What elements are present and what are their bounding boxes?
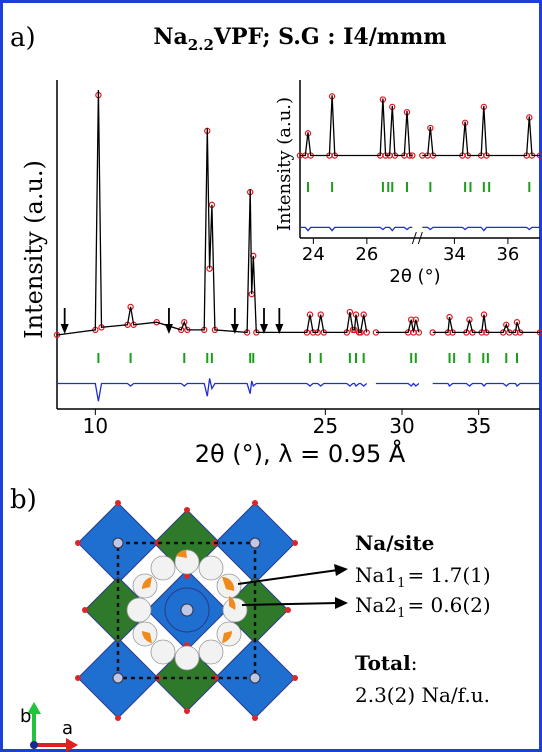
- total-label: Total:: [355, 651, 417, 675]
- x-axis-label: 2θ (°), λ = 0.95 Å: [195, 439, 406, 468]
- chart-title: Na2.2VPF; S.G : I4/mmm: [153, 24, 446, 54]
- inset-plot: 24 26 34 36 2θ (°) Intensity (a.u.): [274, 80, 542, 287]
- x-tick-label: 10: [83, 414, 108, 438]
- x-tick-label: 34: [443, 244, 466, 265]
- pattern-line: [300, 226, 540, 232]
- x-tick-label: 30: [389, 414, 414, 438]
- main-plot: 10 25 30 35 2θ (°), λ = 0.95 Å Intensity (a.u…: [20, 80, 542, 468]
- y-axis-label: Intensity (a.u.): [274, 97, 295, 231]
- site-occupancy: = 0.6(2): [407, 593, 490, 617]
- observed-point: [503, 321, 510, 328]
- impurity-arrowhead: [230, 324, 239, 334]
- impurity-arrowhead: [260, 324, 268, 334]
- site-line: Na11 = 1.7(1): [355, 563, 491, 591]
- y-axis-label: Intensity (a.u.): [20, 160, 48, 339]
- x-tick-label: 36: [496, 244, 519, 265]
- x-tick-label: 25: [313, 414, 338, 438]
- axis-label: b: [20, 706, 31, 727]
- total-colon: :: [411, 651, 418, 675]
- site-line: Na21 = 0.6(2): [355, 593, 491, 621]
- x-tick-label: 26: [355, 244, 378, 265]
- pattern-line: [300, 95, 540, 157]
- title-part: VPF; S.G : I4/mmm: [213, 24, 447, 50]
- site-subscript: 1: [397, 576, 405, 591]
- observed-point: [181, 319, 188, 326]
- panel-label: a): [10, 23, 36, 53]
- heading: Na/site: [355, 531, 434, 555]
- impurity-arrowhead: [164, 324, 173, 334]
- x-tick-label: 35: [466, 414, 491, 438]
- crystal-structure: [27, 500, 348, 752]
- site-name: Na1: [355, 563, 397, 587]
- site-occupancy: = 1.7(1): [407, 563, 490, 587]
- title-part: Na: [153, 24, 187, 50]
- x-axis-label: 2θ (°): [389, 266, 440, 287]
- observed-point: [177, 326, 185, 334]
- total-word: Total: [355, 651, 411, 675]
- impurity-arrowhead: [275, 324, 284, 334]
- impurity-arrowhead: [60, 324, 69, 334]
- pattern-line: [56, 89, 540, 336]
- x-tick-label: 24: [302, 244, 325, 265]
- panel-label: b): [10, 485, 37, 515]
- title-subscript: 2.2: [188, 36, 214, 54]
- site-name: Na2: [355, 593, 397, 617]
- site-subscript: 1: [397, 606, 405, 621]
- axis-label: a: [62, 718, 73, 739]
- pattern-line: [57, 378, 540, 402]
- inset-background: [280, 68, 539, 293]
- total-value: 2.3(2) Na/f.u.: [355, 683, 490, 707]
